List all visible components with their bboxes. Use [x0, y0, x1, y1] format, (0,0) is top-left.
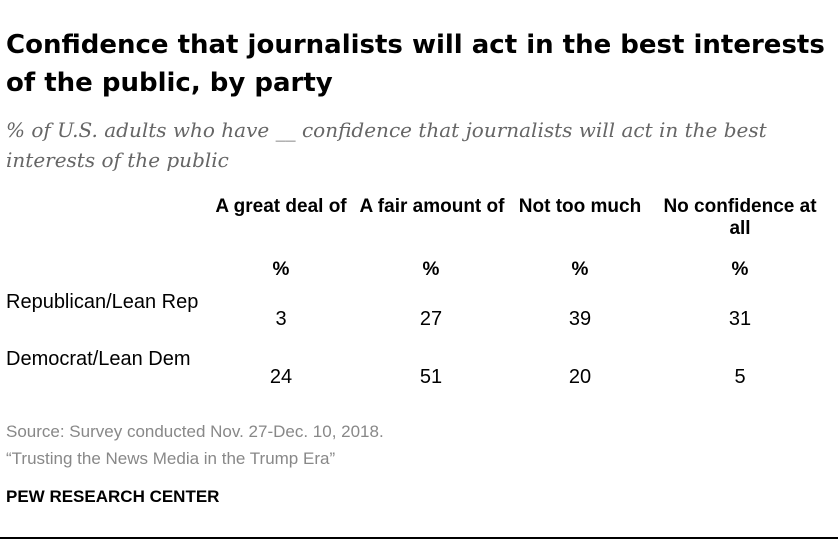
source-line: Source: Survey conducted Nov. 27-Dec. 10… — [6, 422, 384, 441]
unit-label: % — [422, 259, 440, 280]
column-header-fair-amount: A fair amount of — [359, 196, 505, 217]
chart-subtitle: % of U.S. adults who have __ confidence … — [6, 118, 767, 172]
report-title-line: “Trusting the News Media in the Trump Er… — [6, 449, 336, 468]
table-cell: 51 — [419, 366, 443, 388]
table-cell: 3 — [275, 308, 287, 330]
column-header-great-deal: A great deal of — [215, 196, 347, 217]
brand-logo-text: PEW RESEARCH CENTER — [6, 487, 220, 506]
column-header-not-too-much: Not too much — [518, 196, 642, 217]
table-cell: 31 — [728, 308, 752, 330]
unit-label: % — [571, 259, 589, 280]
table-cell: 5 — [734, 366, 746, 388]
table-cell: 24 — [269, 366, 293, 388]
bottom-rule — [0, 537, 838, 539]
unit-label: % — [731, 259, 749, 280]
row-label-republican: Republican/Lean Rep — [6, 291, 199, 313]
row-label-democrat: Democrat/Lean Dem — [6, 348, 191, 370]
unit-label: % — [272, 259, 290, 280]
table-cell: 27 — [419, 308, 443, 330]
table-cell: 39 — [568, 308, 592, 330]
chart-title: Confidence that journalists will act in … — [6, 30, 825, 98]
source-note: Source: Survey conducted Nov. 27-Dec. 10… — [6, 418, 384, 472]
column-header-no-confidence: No confidence at all — [663, 196, 817, 239]
table-cell: 20 — [568, 366, 592, 388]
